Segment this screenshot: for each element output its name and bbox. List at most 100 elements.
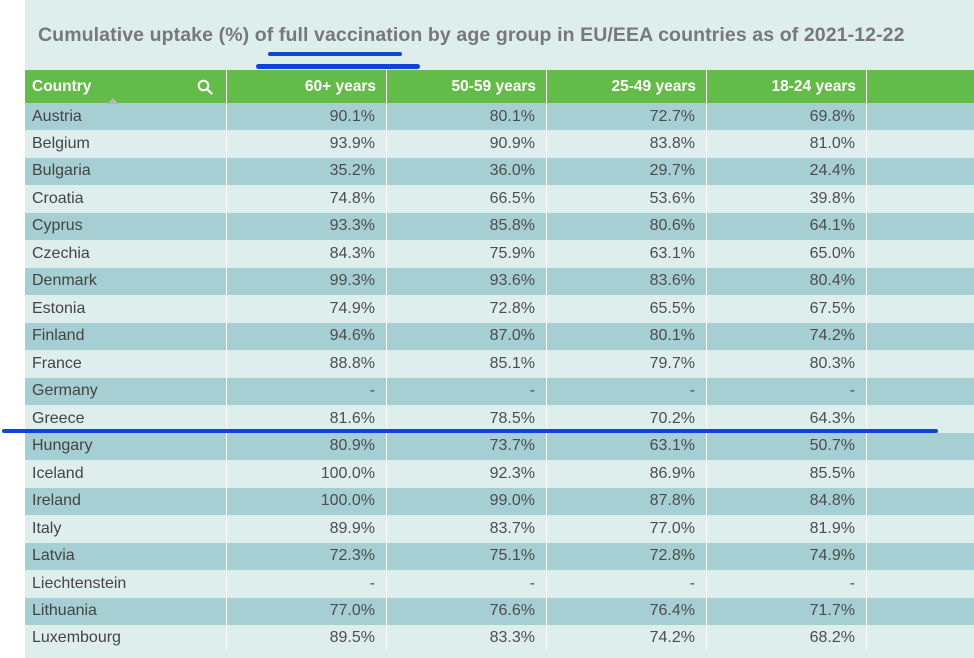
- value-cell-50-59: 93.6%: [387, 267, 547, 295]
- value-cell-25-49: -: [547, 377, 707, 405]
- country-cell: Italy: [25, 515, 227, 543]
- value-cell-25-49: 70.2%: [547, 405, 707, 433]
- country-cell: Croatia: [25, 185, 227, 213]
- value-cell-25-49: 80.1%: [547, 322, 707, 350]
- table-row: Liechtenstein - - - -: [25, 570, 974, 598]
- value-cell-25-49: 83.6%: [547, 267, 707, 295]
- value-cell-25-49: 63.1%: [547, 432, 707, 460]
- table-row: Iceland 100.0% 92.3% 86.9% 85.5%: [25, 460, 974, 488]
- value-cell-25-49: 72.7%: [547, 103, 707, 130]
- overflow-cell: [867, 433, 914, 461]
- country-cell: Lithuania: [25, 597, 227, 625]
- value-cell-18-24: 84.8%: [707, 487, 867, 515]
- value-cell-50-59: 73.7%: [387, 432, 547, 460]
- country-cell: Belgium: [25, 130, 227, 158]
- table-row: Italy 89.9% 83.7% 77.0% 81.9%: [25, 515, 974, 543]
- value-cell-18-24: -: [707, 570, 867, 598]
- table-row: Czechia 84.3% 75.9% 63.1% 65.0%: [25, 240, 974, 268]
- value-cell-50-59: 78.5%: [387, 405, 547, 433]
- table-row: Denmark 99.3% 93.6% 83.6% 80.4%: [25, 267, 974, 296]
- overflow-cell: [867, 158, 914, 186]
- value-cell-25-49: -: [547, 570, 707, 598]
- value-cell-60-plus: 74.8%: [227, 185, 387, 213]
- value-cell-50-59: 85.8%: [387, 212, 547, 240]
- value-cell-60-plus: 90.1%: [227, 103, 387, 130]
- column-header-label: 25-49 years: [611, 77, 696, 95]
- value-cell-25-49: 29.7%: [547, 157, 707, 185]
- country-cell: Latvia: [25, 542, 227, 570]
- value-cell-60-plus: 89.9%: [227, 515, 387, 543]
- country-cell: Austria: [25, 103, 227, 130]
- value-cell-18-24: 50.7%: [707, 432, 867, 460]
- value-cell-60-plus: -: [227, 570, 387, 598]
- value-cell-50-59: 36.0%: [387, 157, 547, 185]
- value-cell-50-59: 76.6%: [387, 597, 547, 625]
- overflow-cell: [867, 213, 914, 241]
- overflow-cell: [867, 625, 914, 650]
- value-cell-18-24: 24.4%: [707, 157, 867, 185]
- value-cell-18-24: 80.3%: [707, 350, 867, 378]
- value-cell-50-59: 80.1%: [387, 103, 547, 130]
- table-row: Germany - - - -: [25, 377, 974, 406]
- value-cell-18-24: 39.8%: [707, 185, 867, 213]
- country-cell: Liechtenstein: [25, 570, 227, 598]
- value-cell-25-49: 83.8%: [547, 130, 707, 158]
- column-header-label: 60+ years: [304, 77, 376, 95]
- value-cell-18-24: 67.5%: [707, 295, 867, 323]
- value-cell-60-plus: -: [227, 377, 387, 405]
- value-cell-18-24: 81.0%: [707, 130, 867, 158]
- value-cell-60-plus: 81.6%: [227, 405, 387, 433]
- value-cell-25-49: 79.7%: [547, 350, 707, 378]
- value-cell-18-24: 65.0%: [707, 240, 867, 268]
- table-row: Bulgaria 35.2% 36.0% 29.7% 24.4%: [25, 157, 974, 186]
- country-cell: Greece: [25, 405, 227, 433]
- value-cell-25-49: 72.8%: [547, 542, 707, 570]
- value-cell-18-24: 64.3%: [707, 405, 867, 433]
- overflow-cell: [867, 268, 914, 296]
- value-cell-60-plus: 77.0%: [227, 597, 387, 625]
- value-cell-18-24: 81.9%: [707, 515, 867, 543]
- value-cell-60-plus: 89.5%: [227, 625, 387, 650]
- value-cell-50-59: 87.0%: [387, 322, 547, 350]
- value-cell-18-24: 80.4%: [707, 267, 867, 295]
- value-cell-50-59: 99.0%: [387, 487, 547, 515]
- overflow-cell: [867, 103, 914, 130]
- value-cell-25-49: 63.1%: [547, 240, 707, 268]
- value-cell-18-24: 69.8%: [707, 103, 867, 130]
- country-cell: Ireland: [25, 487, 227, 515]
- overflow-cell: [867, 350, 914, 378]
- table-header-row: Country 60+ years 50-59 years 25-49 year…: [25, 70, 974, 104]
- value-cell-60-plus: 100.0%: [227, 487, 387, 515]
- column-header-25-49[interactable]: 25-49 years: [547, 70, 707, 103]
- value-cell-60-plus: 35.2%: [227, 157, 387, 185]
- value-cell-60-plus: 93.9%: [227, 130, 387, 158]
- value-cell-50-59: 83.3%: [387, 625, 547, 650]
- overflow-cell: [867, 543, 914, 571]
- value-cell-18-24: 64.1%: [707, 212, 867, 240]
- annotation-line-greece: [2, 429, 938, 433]
- search-icon[interactable]: [197, 79, 213, 95]
- page-title: Cumulative uptake (%) of full vaccinatio…: [38, 24, 905, 46]
- overflow-cell: [867, 240, 914, 268]
- value-cell-50-59: 66.5%: [387, 185, 547, 213]
- country-cell: Estonia: [25, 295, 227, 323]
- overflow-cell: [867, 378, 914, 406]
- column-header-50-59[interactable]: 50-59 years: [387, 70, 547, 103]
- country-cell: Cyprus: [25, 212, 227, 240]
- table-row: France 88.8% 85.1% 79.7% 80.3%: [25, 350, 974, 378]
- vaccination-table: Country 60+ years 50-59 years 25-49 year…: [25, 70, 974, 650]
- column-header-60-plus[interactable]: 60+ years: [227, 70, 387, 103]
- value-cell-50-59: 83.7%: [387, 515, 547, 543]
- value-cell-18-24: 71.7%: [707, 597, 867, 625]
- value-cell-25-49: 87.8%: [547, 487, 707, 515]
- country-cell: Finland: [25, 322, 227, 350]
- column-header-18-24[interactable]: 18-24 years: [707, 70, 867, 103]
- table-row: Belgium 93.9% 90.9% 83.8% 81.0%: [25, 130, 974, 158]
- value-cell-25-49: 65.5%: [547, 295, 707, 323]
- sort-ascending-icon[interactable]: [107, 98, 119, 104]
- country-cell: Denmark: [25, 267, 227, 295]
- value-cell-50-59: 75.9%: [387, 240, 547, 268]
- value-cell-50-59: 92.3%: [387, 460, 547, 488]
- column-header-country[interactable]: Country: [25, 70, 227, 104]
- value-cell-25-49: 77.0%: [547, 515, 707, 543]
